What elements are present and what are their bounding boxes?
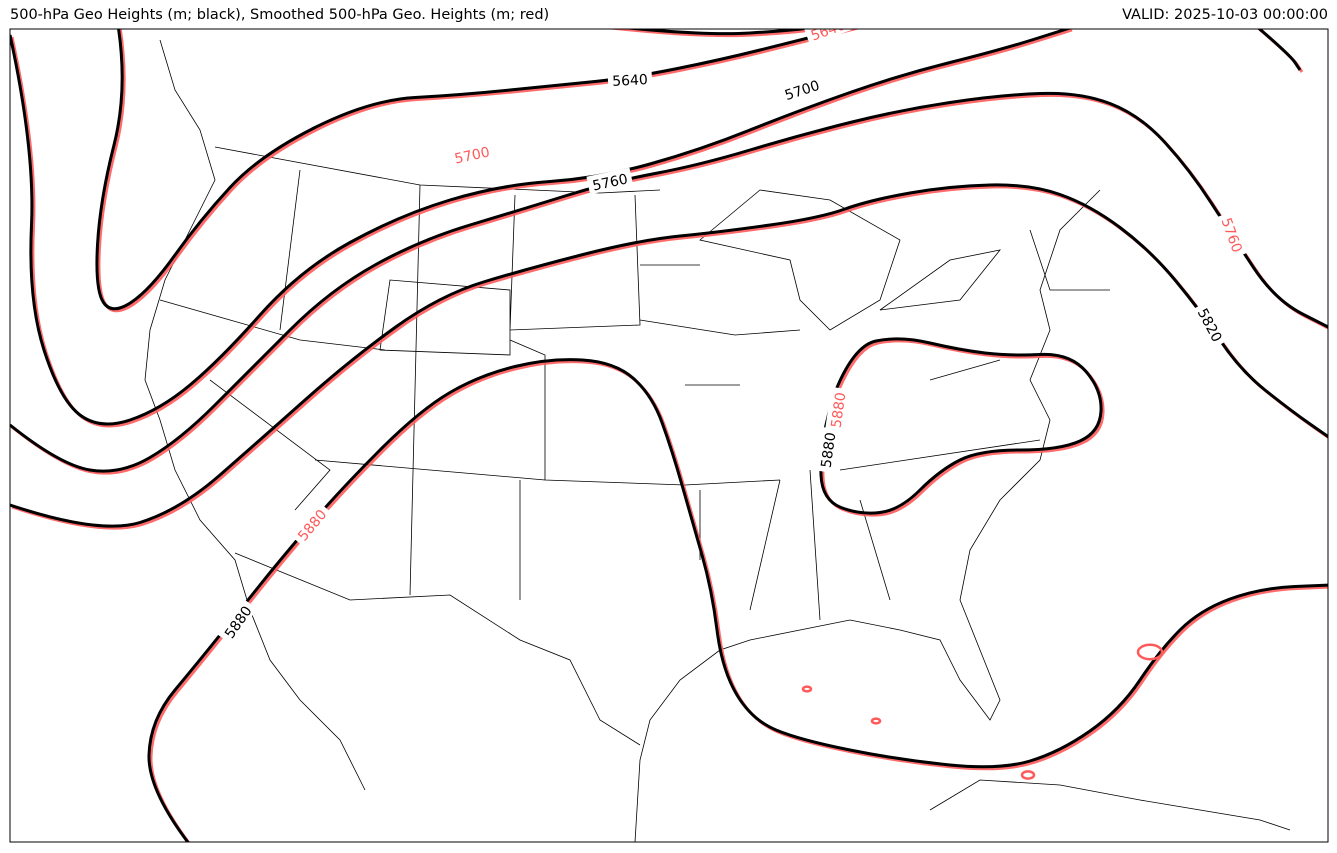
smoothed-contour-label: 5880: [829, 391, 850, 429]
label-background: [448, 140, 496, 168]
label-background: [607, 68, 653, 90]
contour-label: 5640: [612, 72, 648, 90]
label-background: [217, 598, 258, 645]
height-contour: [95, 29, 851, 311]
map-frame: [9, 28, 1329, 843]
atlantic-coastline: [634, 189, 1101, 842]
contour-label: 5760: [591, 171, 629, 194]
smoothed-height-contour: [821, 339, 1105, 517]
label-background: [777, 73, 826, 105]
smoothed-contour-label: 5700: [453, 144, 491, 167]
great-lakes-outline: [699, 189, 1001, 331]
height-contour: [10, 183, 1328, 528]
geographic-borders: [144, 39, 1291, 842]
smoothed-height-contour: [11, 93, 1328, 475]
height-contour: [10, 91, 1328, 473]
height-contour: [10, 29, 1071, 426]
label-background: [1192, 300, 1230, 349]
state-lines: [159, 169, 1110, 621]
smoothed-contour-label: 5760: [1217, 216, 1244, 255]
label-background: [586, 167, 634, 195]
label-background: [290, 501, 333, 547]
smoothed-height-contour: [1020, 770, 1036, 780]
smoothed-height-contour: [97, 29, 861, 313]
label-background: [815, 426, 839, 473]
contour-label: 5880: [819, 431, 840, 469]
map-title: 500-hPa Geo Heights (m; black), Smoothed…: [10, 7, 550, 23]
height-contour: [1257, 29, 1302, 71]
mexico-border: [234, 552, 641, 746]
valid-time: VALID: 2025-10-03 00:00:00: [1122, 7, 1328, 23]
smoothed-height-contour: [1136, 643, 1164, 661]
height-contour: [819, 337, 1103, 515]
smoothed-height-contour: [149, 360, 1328, 842]
smoothed-height-contour: [606, 29, 821, 38]
cuba-outline: [929, 779, 1291, 831]
smoothed-height-contour: [801, 685, 813, 693]
contour-label: 5700: [783, 78, 822, 104]
pacific-coastline: [144, 39, 366, 791]
height-contour: [147, 358, 1328, 842]
smoothed-height-contour: [870, 717, 882, 725]
label-background: [1216, 210, 1249, 259]
label-background: [825, 386, 849, 433]
smoothed-contour-label: 5640: [809, 17, 848, 44]
